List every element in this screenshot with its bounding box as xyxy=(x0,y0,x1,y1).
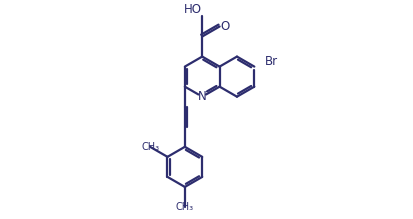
Text: CH₃: CH₃ xyxy=(141,142,159,152)
Text: Br: Br xyxy=(264,55,277,68)
Text: N: N xyxy=(197,90,206,103)
Text: O: O xyxy=(220,20,229,33)
Text: HO: HO xyxy=(183,3,201,16)
Text: CH₃: CH₃ xyxy=(176,202,193,212)
